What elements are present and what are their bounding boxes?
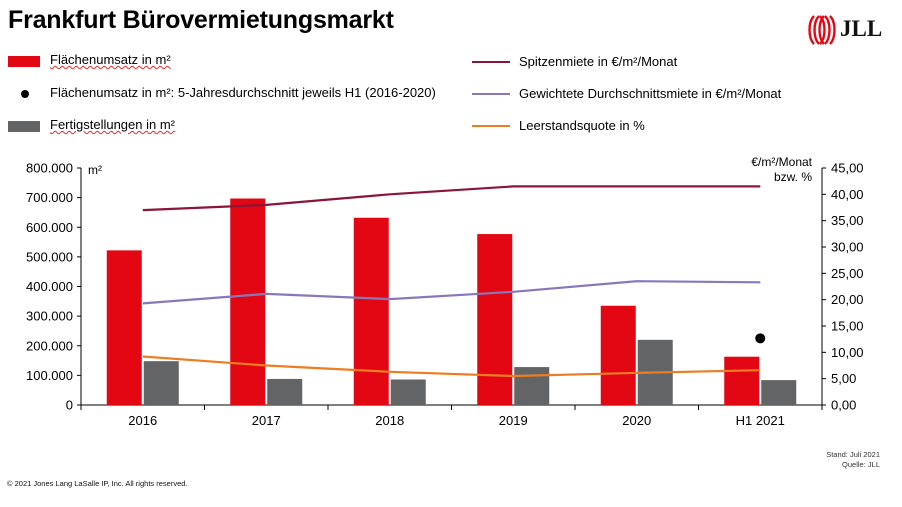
legend-label-durchschnitt: Flächenumsatz in m²: 5-Jahresdurchschnit… (50, 85, 436, 100)
left-axis-tick-label: 400.000 (26, 279, 73, 294)
footnote-quelle: Quelle: JLL (842, 460, 880, 469)
bar-fertigstellungen (143, 361, 179, 405)
legend-swatch-gewichtete (472, 93, 510, 95)
right-axis-tick-label: 35,00 (831, 213, 864, 228)
right-axis-tick-label: 20,00 (831, 292, 864, 307)
bar-flaechenumsatz (353, 217, 389, 405)
right-axis-label-line2: bzw. % (774, 170, 812, 184)
bar-fertigstellungen (761, 380, 797, 405)
page-title: Frankfurt Bürovermietungsmarkt (8, 6, 394, 34)
right-axis-tick-label: 45,00 (831, 161, 864, 176)
logo-text: JLL (840, 16, 883, 41)
legend-label-gewichtete: Gewichtete Durchschnittsmiete in €/m²/Mo… (519, 86, 782, 101)
bar-fertigstellungen (514, 367, 550, 405)
bar-flaechenumsatz (600, 305, 636, 405)
x-axis-tick-label: 2017 (252, 413, 281, 428)
jll-logo: JLL (808, 14, 888, 46)
left-axis-tick-label: 500.000 (26, 249, 73, 264)
right-axis-tick-label: 25,00 (831, 266, 864, 281)
jll-logo-icon (808, 15, 836, 45)
legend-label-spitzenmiete: Spitzenmiete in €/m²/Monat (519, 54, 678, 69)
right-axis-tick-label: 15,00 (831, 319, 864, 334)
bar-flaechenumsatz (106, 250, 142, 405)
footnote-stand: Stand: Juli 2021 (826, 450, 880, 459)
bar-fertigstellungen (390, 379, 426, 405)
x-axis-tick-label: 2020 (622, 413, 651, 428)
left-axis-tick-label: 200.000 (26, 338, 73, 353)
line-gewichtete-durchschnittsmiete (142, 280, 761, 305)
left-axis-tick-label: 800.000 (26, 161, 73, 176)
point-5-jahresdurchschnitt (755, 333, 766, 344)
legend-swatch-spitzenmiete (472, 61, 510, 63)
right-axis-label-line1: €/m²/Monat (751, 155, 812, 169)
left-axis-tick-label: 600.000 (26, 220, 73, 235)
right-axis-tick-label: 40,00 (831, 187, 864, 202)
right-axis-tick-label: 30,00 (831, 240, 864, 255)
x-axis-tick-label: H1 2021 (736, 413, 785, 428)
left-axis-tick-label: 700.000 (26, 190, 73, 205)
legend-swatch-flaechenumsatz (8, 56, 40, 67)
right-axis-tick-label: 0,00 (831, 398, 856, 413)
legend-label-flaechenumsatz: Flächenumsatz in m² (50, 52, 171, 67)
left-axis-label: m² (88, 163, 102, 177)
legend-swatch-leerstand (472, 125, 510, 127)
x-axis-tick-label: 2016 (128, 413, 157, 428)
right-axis-tick-label: 10,00 (831, 345, 864, 360)
left-axis-tick-label: 300.000 (26, 309, 73, 324)
legend-label-leerstand: Leerstandsquote in % (519, 118, 645, 133)
right-axis-tick-label: 5,00 (831, 371, 856, 386)
legend-swatch-fertigstellungen (8, 121, 40, 132)
legend-label-fertigstellungen: Fertigstellungen in m² (50, 117, 175, 132)
legend-swatch-durchschnitt (21, 90, 29, 98)
left-axis-tick-label: 0 (66, 398, 73, 413)
x-axis-tick-label: 2018 (375, 413, 404, 428)
x-axis-tick-label: 2019 (499, 413, 528, 428)
copyright: © 2021 Jones Lang LaSalle IP, Inc. All r… (7, 479, 188, 488)
bar-flaechenumsatz (230, 198, 266, 405)
left-axis-tick-label: 100.000 (26, 368, 73, 383)
bar-flaechenumsatz (724, 356, 760, 405)
bar-fertigstellungen (267, 378, 303, 405)
line-leerstandsquote (142, 355, 761, 378)
line-spitzenmiete (142, 185, 761, 212)
bar-flaechenumsatz (477, 234, 513, 405)
